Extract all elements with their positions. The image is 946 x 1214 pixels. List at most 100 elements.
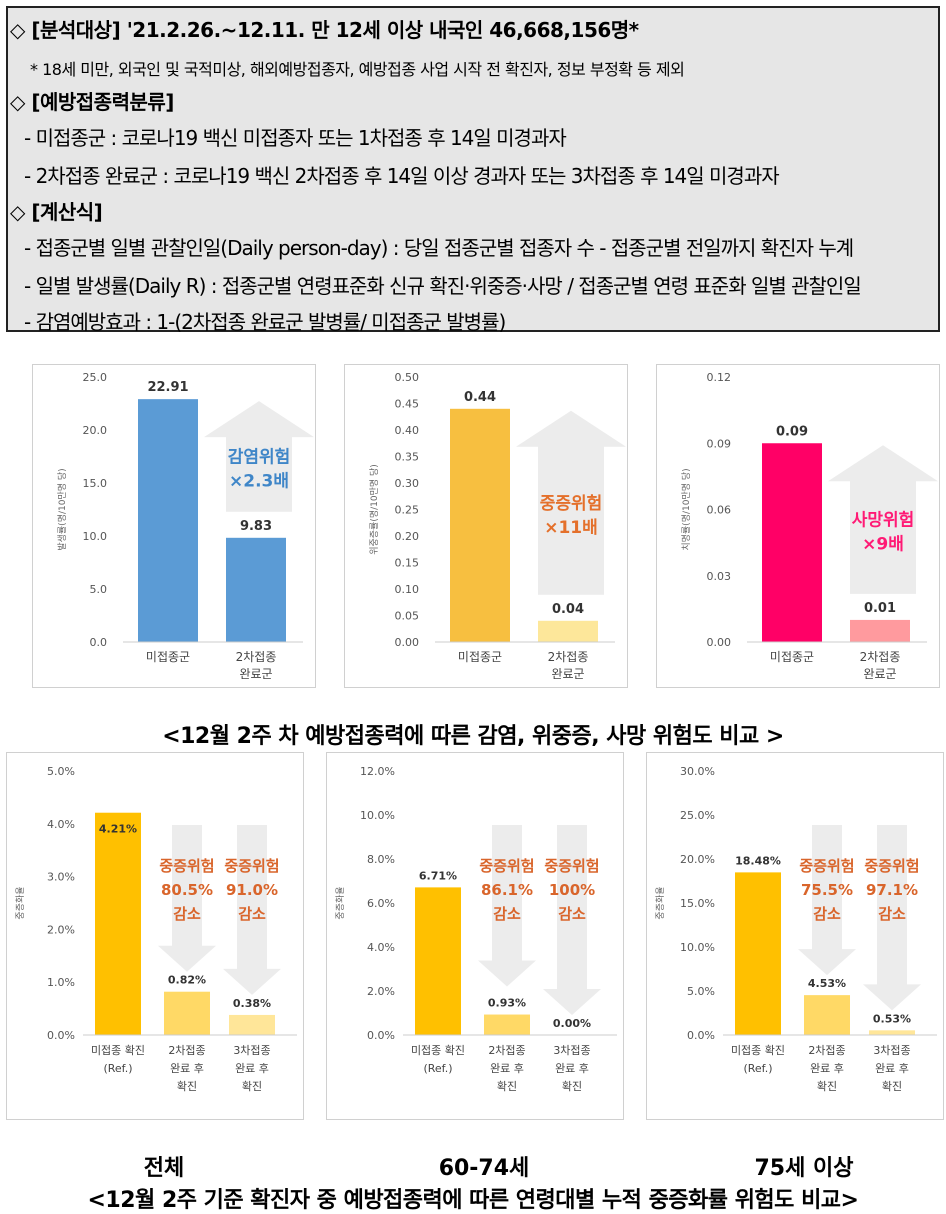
category-label: 완료군 — [551, 667, 584, 681]
reduction-annotation: 감소 — [813, 905, 841, 923]
y-tick-label: 4.0% — [367, 941, 395, 954]
chart-death-card: 0.12 0.09 0.06 0.03 0.00 치명률(명/10만명 당) 0.09 미접종… — [656, 364, 940, 688]
bottom-caption: <12월 2주 기준 확진자 중 예방접종력에 따른 연령대별 누적 중증화률 … — [87, 1188, 859, 1213]
y-tick-label: 0.06 — [707, 504, 732, 517]
y-tick-label: 15.0% — [680, 897, 715, 910]
bar — [226, 537, 286, 642]
age-label-all: 전체 — [143, 1156, 185, 1181]
value-label: 0.00% — [553, 1017, 591, 1030]
y-tick-label: 5.0 — [90, 583, 108, 596]
y-tick-label: 5.0% — [47, 765, 75, 778]
chart-75plus-card: 30.0% 25.0% 20.0% 15.0% 10.0% 5.0% 0.0% 중증화율 18.… — [646, 752, 944, 1120]
bar — [762, 443, 822, 642]
risk-annotation-ratio: ×11배 — [544, 518, 598, 538]
value-label: 22.91 — [147, 380, 188, 395]
y-tick-label: 10.0% — [360, 809, 395, 822]
category-label: 미접종 확진 — [91, 1044, 145, 1057]
y-tick-label: 0.12 — [707, 371, 732, 384]
category-label: 2차접종 — [488, 1044, 525, 1057]
y-tick-label: 12.0% — [360, 765, 395, 778]
chart-infection: 25.0 20.0 15.0 10.0 5.0 0.0 발생률(명/10만명 당) 22.91… — [57, 371, 314, 681]
reduction-arrow — [863, 825, 921, 1011]
category-label: 확진 — [497, 1080, 517, 1093]
bar — [138, 399, 198, 642]
chart-severe-card: 0.50 0.45 0.40 0.35 0.30 0.25 0.20 0.15 0.10 0.05… — [344, 364, 628, 688]
category-label: 2차접종 — [236, 650, 277, 664]
y-tick-label: 8.0% — [367, 853, 395, 866]
bar — [804, 995, 850, 1035]
bar — [869, 1030, 915, 1035]
reduction-annotation: 75.5% — [801, 881, 853, 899]
category-label: 3차접종 — [873, 1044, 910, 1057]
bar — [450, 408, 510, 642]
y-axis-label: 발생률(명/10만명 당) — [57, 468, 68, 550]
y-tick-label: 10.0% — [680, 941, 715, 954]
category-label: 완료군 — [863, 667, 896, 681]
chart-all-ages: 5.0% 4.0% 3.0% 2.0% 1.0% 0.0% 중증화율 4.21% 미접종 확진 (… — [15, 765, 297, 1093]
category-label: 확진 — [817, 1080, 837, 1093]
y-tick-label: 15.0 — [83, 477, 108, 490]
risk-annotation-title: 감염위험 — [228, 446, 291, 467]
y-tick-label: 0.15 — [395, 557, 420, 570]
category-label: 완료 후 — [170, 1062, 204, 1075]
y-tick-label: 4.0% — [47, 818, 75, 831]
y-tick-label: 0.00 — [395, 636, 420, 649]
y-axis-label: 중증화율 — [15, 886, 26, 919]
analysis-target-line: ◇ [분석대상] '21.2.26.~12.11. 만 12세 이상 내국인 4… — [10, 18, 639, 42]
category-label: 완료 후 — [235, 1062, 269, 1075]
y-tick-label: 0.40 — [395, 424, 420, 437]
y-tick-label: 20.0% — [680, 853, 715, 866]
category-label: 확진 — [242, 1080, 262, 1093]
reduction-annotation: 중증위험 — [479, 857, 534, 875]
risk-annotation-ratio: ×9배 — [862, 535, 904, 555]
category-label: 2차접종 — [168, 1044, 205, 1057]
risk-annotation-title: 중증위험 — [540, 493, 603, 514]
y-tick-label: 0.03 — [707, 570, 732, 583]
formula-heading: ◇ [계산식] — [10, 200, 103, 224]
category-label: 확진 — [562, 1080, 582, 1093]
y-tick-label: 1.0% — [47, 976, 75, 989]
value-label: 0.53% — [873, 1012, 911, 1025]
value-label: 4.53% — [808, 977, 846, 990]
y-tick-label: 2.0% — [367, 985, 395, 998]
y-tick-label: 2.0% — [47, 923, 75, 936]
value-label: 0.38% — [233, 997, 271, 1010]
analysis-info-box: ◇ [분석대상] '21.2.26.~12.11. 만 12세 이상 내국인 4… — [6, 6, 940, 334]
reduction-arrow — [223, 825, 281, 995]
category-label: 완료 후 — [875, 1062, 909, 1075]
reduction-annotation: 80.5% — [161, 881, 213, 899]
reduction-arrow — [158, 825, 216, 972]
top-caption: <12월 2주 차 예방접종력에 따른 감염, 위중증, 사망 위험도 비교 > — [162, 724, 784, 749]
reduction-annotation: 감소 — [238, 905, 266, 923]
y-axis-label: 치명률(명/10만명 당) — [680, 468, 692, 550]
y-tick-label: 25.0% — [680, 809, 715, 822]
reduction-arrow — [478, 825, 536, 987]
category-label: 완료 후 — [490, 1062, 524, 1075]
fully-vaccinated-definition: - 2차접종 완료군 : 코로나19 백신 2차접종 후 14일 이상 경과자 … — [24, 164, 780, 188]
value-label: 0.93% — [488, 997, 526, 1010]
value-label: 9.83 — [240, 519, 272, 534]
risk-arrow — [516, 410, 626, 595]
y-axis-label: 중증화율 — [335, 886, 346, 919]
reduction-annotation: 100% — [549, 881, 595, 899]
reduction-annotation: 중증위험 — [224, 857, 279, 875]
category-label: 3차접종 — [553, 1044, 590, 1057]
bar — [95, 812, 141, 1035]
y-tick-label: 0.45 — [395, 398, 420, 411]
y-axis-label: 위중증률(명/10만명 당) — [369, 464, 380, 555]
risk-annotation-title: 사망위험 — [852, 510, 915, 531]
y-tick-label: 10.0 — [83, 530, 108, 543]
reduction-annotation: 중증위험 — [799, 857, 854, 875]
value-label: 0.82% — [168, 974, 206, 987]
risk-annotation-ratio: ×2.3배 — [229, 471, 289, 491]
y-tick-label: 0.20 — [395, 530, 420, 543]
category-label: 3차접종 — [233, 1044, 270, 1057]
unvaccinated-definition: - 미접종군 : 코로나19 백신 미접종자 또는 1차접종 후 14일 미경과… — [24, 126, 567, 150]
y-tick-label: 20.0 — [83, 424, 108, 437]
reduction-arrow — [543, 825, 601, 1015]
y-tick-label: 0.30 — [395, 477, 420, 490]
value-label: 0.09 — [776, 424, 808, 439]
reduction-annotation: 중증위험 — [544, 857, 599, 875]
category-label: 완료 후 — [810, 1062, 844, 1075]
y-tick-label: 30.0% — [680, 765, 715, 778]
